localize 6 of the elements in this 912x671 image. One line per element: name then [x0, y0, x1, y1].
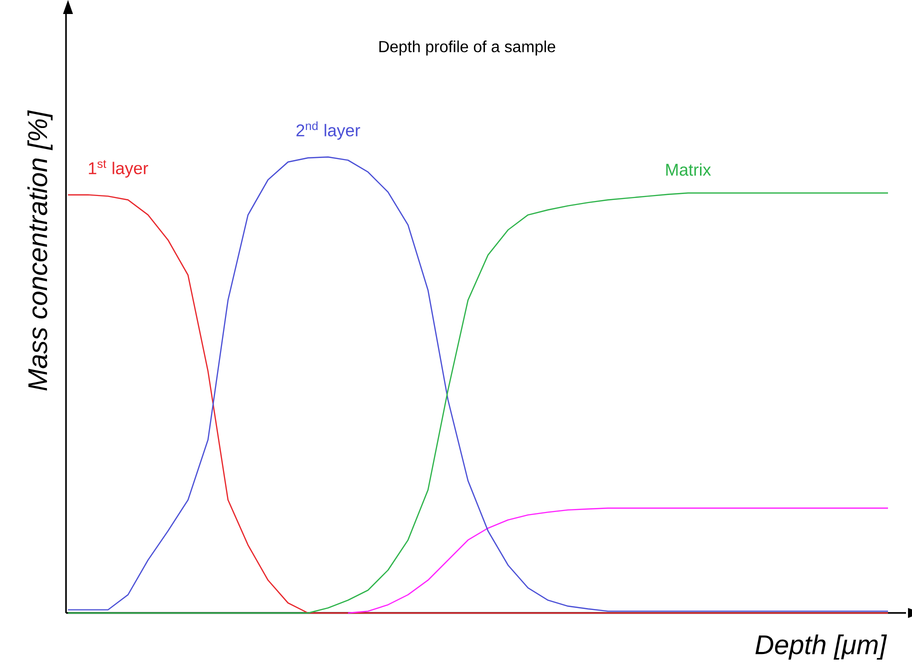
chart-title: Depth profile of a sample	[379, 40, 556, 56]
series-label: Matrix	[666, 163, 711, 176]
series-label: 1$^{st}$ layer	[88, 160, 148, 178]
series-label: 2$^{nd}$ layer	[296, 121, 360, 140]
y-axis-title: Mass concentration [%]	[27, 110, 53, 390]
x-axis-title: Depth [μm]	[755, 634, 887, 660]
